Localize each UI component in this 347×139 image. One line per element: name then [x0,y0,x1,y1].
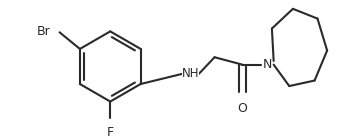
Text: N: N [263,58,272,71]
Text: Br: Br [36,25,50,38]
Text: O: O [237,102,247,115]
Text: F: F [107,126,114,139]
Text: NH: NH [182,67,199,80]
